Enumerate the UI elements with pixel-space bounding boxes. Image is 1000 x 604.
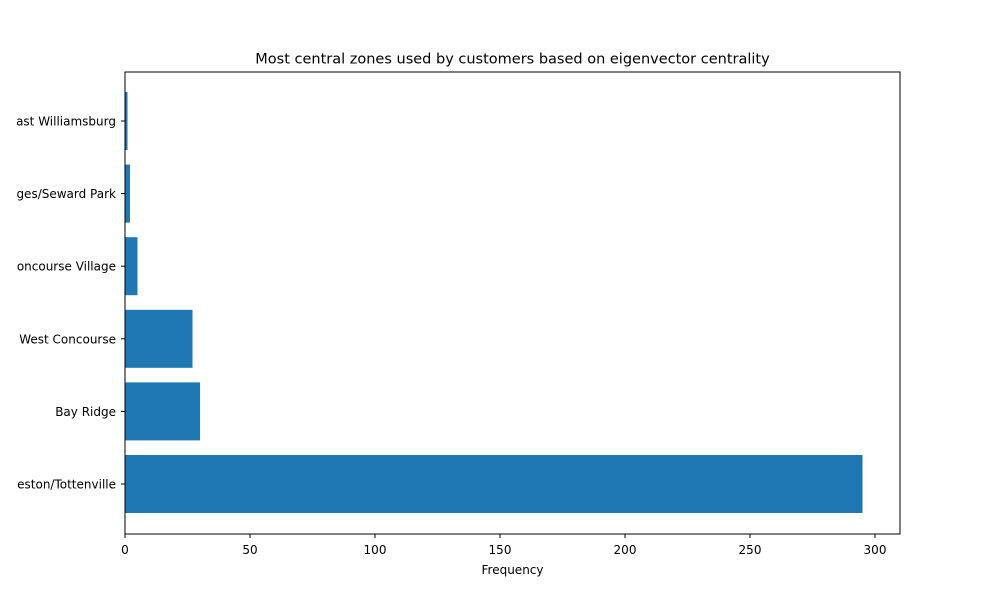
y-tick-label: West Concourse	[19, 332, 116, 346]
x-tick-label: 100	[364, 543, 387, 557]
y-tick-label: eston/Tottenville	[17, 478, 116, 492]
x-tick-label: 200	[614, 543, 637, 557]
y-tick-label: oncourse Village	[17, 260, 116, 274]
bar-6	[125, 92, 128, 150]
bar-4	[125, 237, 138, 296]
x-tick-label: 250	[739, 543, 762, 557]
x-axis-label: Frequency	[482, 563, 544, 577]
bar-3	[125, 309, 193, 368]
x-axis-ticks: 0 50 100 150 200 250 300	[121, 534, 886, 557]
x-tick-label: 300	[864, 543, 887, 557]
x-tick-label: 150	[489, 543, 512, 557]
y-tick-label: ast Williamsburg	[16, 115, 116, 129]
y-tick-label: ges/Seward Park	[16, 187, 116, 201]
bar-2	[125, 382, 200, 441]
y-tick-label: Bay Ridge	[55, 405, 116, 419]
x-tick-label: 50	[242, 543, 257, 557]
chart-title: Most central zones used by customers bas…	[255, 52, 770, 68]
plot-frame	[124, 71, 901, 535]
bars-layer	[125, 92, 863, 513]
x-tick-label: 0	[121, 543, 129, 557]
bar-5	[125, 164, 130, 223]
bar-1	[125, 455, 863, 513]
y-axis-ticks: eston/Tottenville Bay Ridge West Concourse…	[16, 115, 125, 492]
